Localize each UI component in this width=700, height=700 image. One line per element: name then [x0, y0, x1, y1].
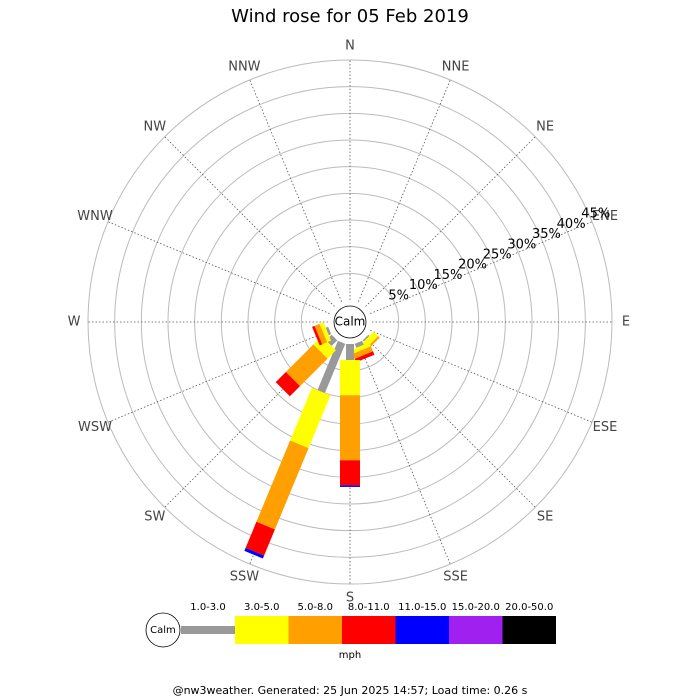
- spoke: [358, 342, 451, 565]
- legend-label: 3.0-5.0: [244, 602, 279, 613]
- grid-ring: [114, 86, 586, 558]
- grid-ring: [87, 59, 613, 585]
- calm-label: Calm: [335, 315, 366, 329]
- spoke: [365, 136, 536, 307]
- direction-label: N: [345, 39, 355, 54]
- legend-label: 1.0-3.0: [190, 602, 225, 613]
- legend-label: 8.0-11.0: [348, 602, 390, 613]
- direction-label: NE: [536, 119, 554, 134]
- bar-segment: [340, 360, 360, 396]
- legend-label: 5.0-8.0: [298, 602, 333, 613]
- bar-segment: [319, 322, 332, 343]
- direction-bar: [312, 322, 332, 346]
- legend-label: 15.0-20.0: [452, 602, 500, 613]
- direction-label: ENE: [592, 209, 618, 224]
- direction-bar: [244, 340, 346, 559]
- bar-segment: [256, 440, 309, 530]
- legend-label: 20.0-50.0: [505, 602, 553, 613]
- spoke: [164, 136, 335, 307]
- direction-label: NNE: [442, 60, 470, 75]
- legend-unit: mph: [339, 650, 361, 661]
- legend-calm-circle: [145, 612, 181, 648]
- legend-calm-label: Calm: [150, 625, 176, 636]
- bar-segment: [354, 351, 375, 363]
- spoke: [107, 330, 330, 423]
- legend-swatch: [288, 616, 342, 644]
- bar-segment: [290, 387, 331, 449]
- r-tick-label: 15%: [433, 268, 462, 283]
- spoke: [107, 221, 330, 314]
- r-tick-label: 30%: [507, 237, 536, 252]
- direction-label: W: [68, 315, 81, 330]
- bar-segment: [350, 342, 371, 355]
- r-tick-label: 25%: [483, 248, 512, 263]
- legend-swatch: [502, 616, 556, 644]
- direction-label: SSW: [230, 569, 260, 584]
- direction-label: WNW: [77, 209, 113, 224]
- legend-swatch: [395, 616, 449, 644]
- r-tick-label: 10%: [409, 278, 438, 293]
- direction-bar: [340, 344, 360, 487]
- spoke: [370, 221, 593, 314]
- direction-label: NW: [144, 119, 167, 134]
- bar-segment: [346, 344, 354, 360]
- spoke: [358, 79, 451, 302]
- direction-label: WSW: [78, 420, 112, 435]
- bar-segment: [245, 521, 275, 556]
- legend-swatch: [342, 616, 396, 644]
- bar-segment: [275, 371, 301, 397]
- spoke: [249, 79, 342, 302]
- r-tick-label: 5%: [388, 288, 409, 303]
- calm-circle: [333, 305, 367, 339]
- bar-segment: [352, 346, 373, 359]
- bar-segment: [340, 395, 360, 461]
- legend-swatch: [181, 626, 235, 634]
- direction-label: SSE: [443, 569, 468, 584]
- direction-label: NNW: [228, 60, 260, 75]
- legend-swatch: [449, 616, 503, 644]
- direction-label: SE: [537, 510, 553, 525]
- grid-ring: [167, 139, 533, 505]
- bar-segment: [285, 344, 328, 387]
- spoke: [365, 337, 536, 508]
- bar-segment: [362, 334, 370, 342]
- r-tick-label: 45%: [581, 207, 610, 222]
- bar-segment: [314, 323, 328, 345]
- bar-segment: [325, 326, 332, 336]
- chart-title: Wind rose for 05 Feb 2019: [231, 6, 469, 27]
- bar-segment: [354, 340, 364, 348]
- bar-segment: [244, 547, 265, 559]
- r-tick-label: 35%: [532, 227, 561, 242]
- direction-label: E: [622, 315, 630, 330]
- bar-segment: [312, 325, 323, 346]
- spoke: [370, 330, 593, 423]
- r-tick-label: 40%: [557, 217, 586, 232]
- bar-segment: [340, 460, 360, 486]
- direction-label: ESE: [593, 420, 618, 435]
- legend-label: 11.0-15.0: [398, 602, 446, 613]
- legend-swatch: [235, 616, 289, 644]
- direction-label: SW: [144, 510, 165, 525]
- bar-segment: [340, 485, 360, 487]
- direction-label: S: [346, 591, 354, 606]
- footer: @nw3weather. Generated: 25 Jun 2025 14:5…: [173, 684, 528, 697]
- bar-segment: [317, 340, 346, 394]
- direction-bar: [350, 340, 375, 363]
- r-tick-label: 20%: [458, 258, 487, 273]
